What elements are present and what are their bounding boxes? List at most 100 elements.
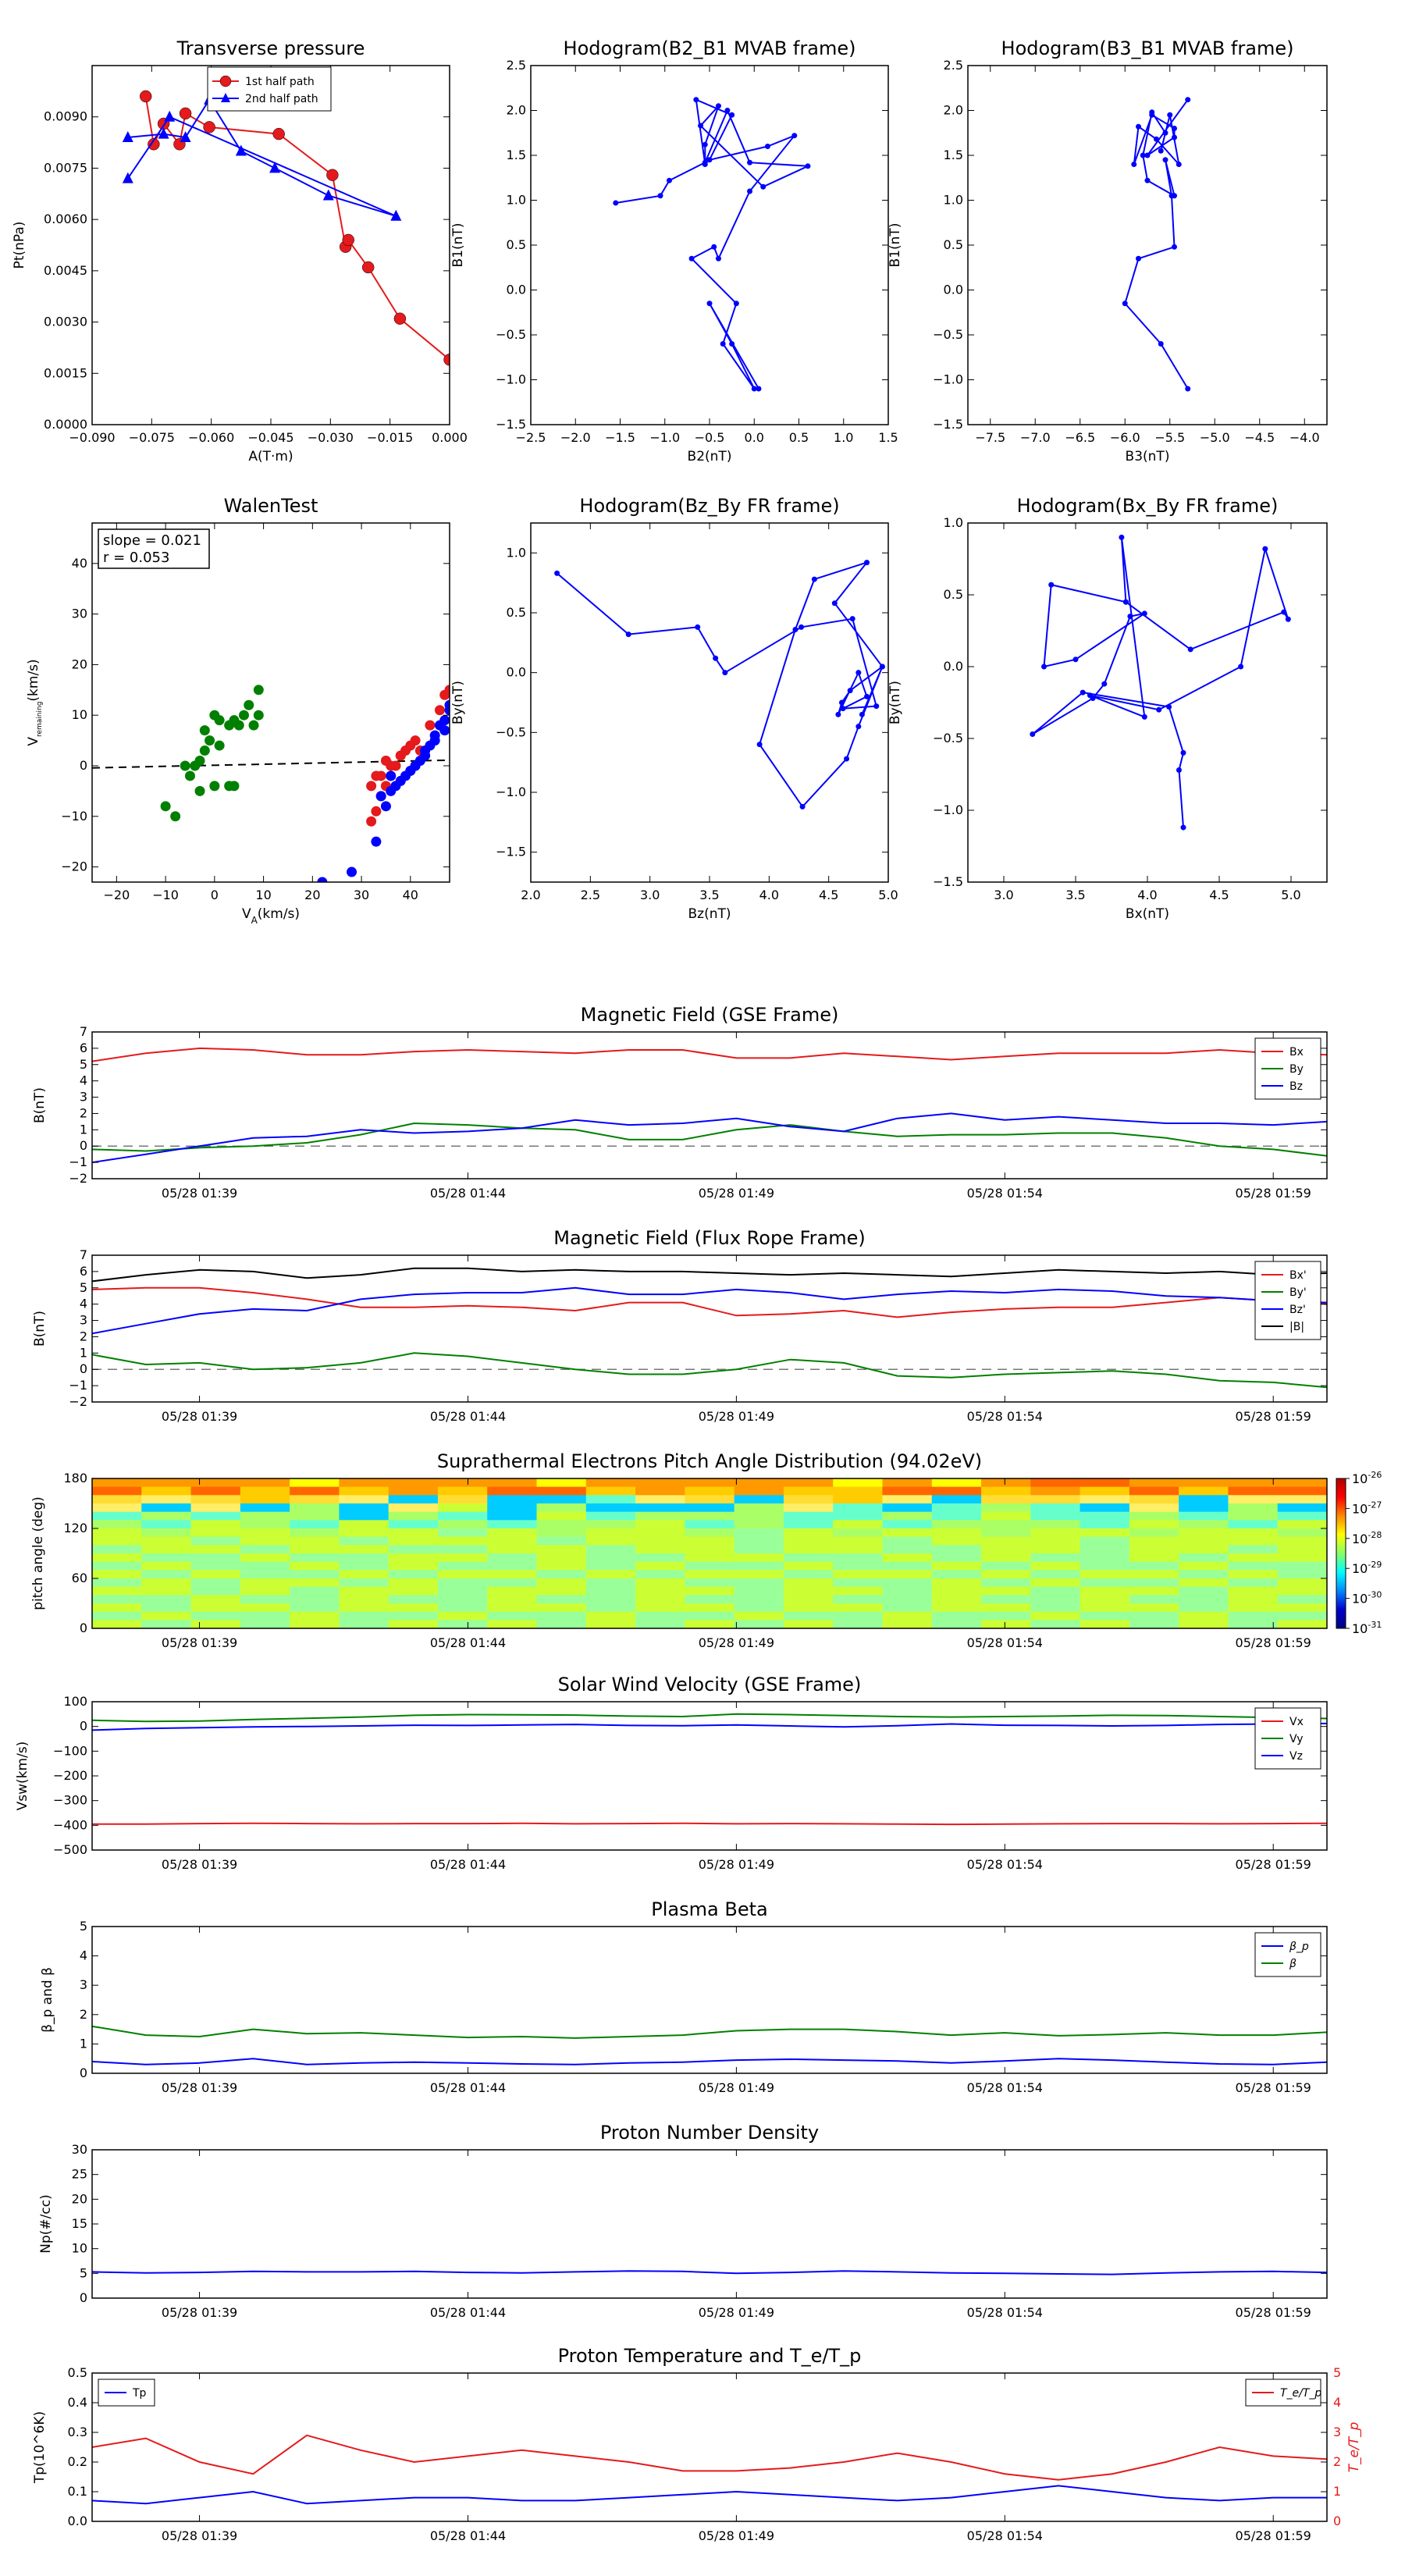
heatmap-cell: [585, 1561, 636, 1571]
data-point: [199, 725, 210, 736]
heatmap-cell: [1030, 1620, 1081, 1629]
series-line-2: [92, 1722, 1327, 1731]
heatmap-cell: [437, 1578, 488, 1588]
heatmap-cell: [92, 1478, 142, 1488]
legend-marker: [221, 93, 230, 102]
heatmap-cell: [833, 1578, 883, 1588]
plot-area: [1122, 97, 1191, 392]
heatmap-cell: [141, 1520, 192, 1529]
data-point: [756, 742, 763, 748]
y-tick-label: 0.5: [68, 2365, 87, 2380]
heatmap-cell: [635, 1478, 685, 1488]
heatmap-cell: [783, 1620, 834, 1629]
y-tick-label: 4: [80, 1297, 87, 1311]
heatmap-cell: [92, 1561, 142, 1571]
heatmap-cell: [536, 1528, 587, 1538]
plot-area: [613, 97, 811, 392]
heatmap-cell: [437, 1611, 488, 1621]
data-point: [751, 386, 757, 392]
heatmap-cell: [833, 1611, 883, 1621]
heatmap-cell: [685, 1545, 735, 1554]
heatmap-cell: [833, 1620, 883, 1629]
heatmap-cell: [240, 1511, 290, 1521]
colorbar-exponent: -26: [1368, 1470, 1382, 1480]
x-tick-label: 05/28 01:39: [162, 1409, 237, 1424]
heatmap-cell: [585, 1545, 636, 1554]
heatmap-cell: [1129, 1486, 1179, 1496]
legend-marker: [219, 75, 232, 87]
x-tick-label: 05/28 01:39: [162, 1186, 237, 1201]
y-tick-label: 2.0: [944, 103, 963, 118]
heatmap-cell: [536, 1545, 587, 1554]
heatmap-cell: [833, 1528, 883, 1538]
data-point: [444, 699, 450, 710]
heatmap-cell: [1277, 1595, 1328, 1604]
heatmap-cell: [585, 1586, 636, 1596]
x-tick-label: 20: [304, 888, 320, 902]
heatmap-cell: [141, 1570, 192, 1579]
heatmap-cell: [388, 1595, 439, 1604]
heatmap-cell: [783, 1503, 834, 1513]
heatmap-cell: [487, 1578, 538, 1588]
heatmap-cell: [141, 1603, 192, 1613]
data-point: [756, 386, 762, 392]
y-tick-label: 2.0: [507, 103, 526, 118]
data-point: [799, 624, 805, 630]
x-tick-label: 3.5: [1065, 888, 1085, 902]
heatmap-cell: [437, 1595, 488, 1604]
heatmap-cell: [339, 1603, 389, 1613]
x-tick-label: −4.5: [1244, 430, 1275, 445]
heatmap-cell: [339, 1595, 389, 1604]
y-tick-label: 2.5: [944, 58, 963, 73]
data-point: [180, 131, 191, 142]
heatmap-cell: [339, 1528, 389, 1538]
heatmap-cell: [1030, 1570, 1081, 1579]
heatmap-cell: [92, 1545, 142, 1554]
heatmap-cell: [290, 1511, 340, 1521]
data-point: [724, 108, 731, 113]
heatmap-cell: [240, 1486, 290, 1496]
data-point: [1185, 97, 1191, 103]
x-tick-label: 05/28 01:54: [967, 1635, 1043, 1650]
heatmap-cell: [1228, 1611, 1279, 1621]
heatmap-cell: [734, 1520, 784, 1529]
heatmap-cell: [783, 1586, 834, 1596]
heatmap-cell: [536, 1586, 587, 1596]
data-point: [702, 141, 708, 148]
heatmap-cell: [437, 1503, 488, 1513]
heatmap-cell: [1228, 1528, 1279, 1538]
x-tick-label: −2.0: [560, 430, 591, 445]
heatmap-cell: [190, 1595, 241, 1604]
heatmap-cell: [487, 1503, 538, 1513]
heatmap-cell: [1228, 1595, 1279, 1604]
data-point: [390, 781, 401, 792]
x-tick-label: 10: [255, 888, 271, 902]
x-tick-label: −10: [152, 888, 179, 902]
heatmap-cell: [240, 1611, 290, 1621]
heatmap-cell: [536, 1553, 587, 1563]
heatmap-cell: [1080, 1570, 1130, 1579]
series-line-0: [92, 2485, 1327, 2505]
heatmap-cell: [388, 1511, 439, 1521]
heatmap-cell: [1179, 1511, 1229, 1521]
heatmap-cell: [1277, 1536, 1328, 1546]
x-tick-label: 40: [403, 888, 418, 902]
y-tick-label: −1.5: [496, 845, 526, 859]
heatmap-cell: [437, 1603, 488, 1613]
x-tick-label: 2.5: [581, 888, 600, 902]
y-tick-label: 4: [80, 1073, 87, 1088]
data-point: [170, 811, 181, 822]
heatmap-cell: [536, 1595, 587, 1604]
chart-title: Hodogram(B3_B1 MVAB frame): [1001, 37, 1294, 59]
heatmap-cell: [1129, 1570, 1179, 1579]
colorbar-exponent: -30: [1368, 1590, 1382, 1600]
heatmap-cell: [1179, 1561, 1229, 1571]
y-tick-label: 1: [80, 1345, 87, 1360]
y-tick-label: −1.5: [496, 417, 526, 432]
heatmap-cell: [585, 1536, 636, 1546]
heatmap-cell: [585, 1495, 636, 1504]
heatmap-cell: [487, 1520, 538, 1529]
heatmap-cell: [1228, 1520, 1279, 1529]
heatmap-cell: [1129, 1545, 1179, 1554]
heatmap-cell: [388, 1520, 439, 1529]
